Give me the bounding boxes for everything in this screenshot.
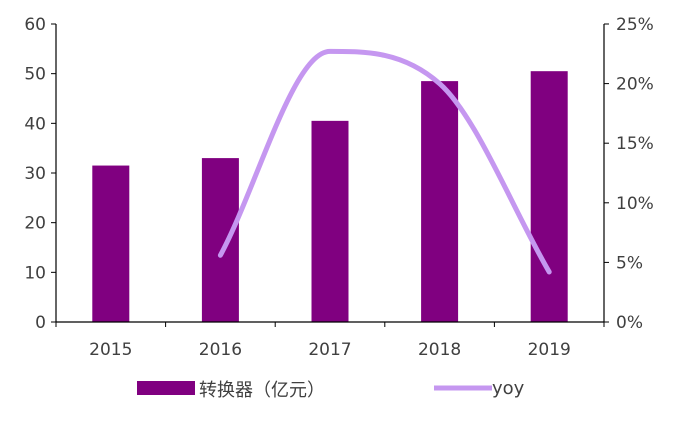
left-tick-label: 10 <box>24 263 46 283</box>
right-axis-ticks: 0% 5% 10% 15% 20% 25% <box>604 15 654 333</box>
x-tick-label: 2019 <box>528 340 571 360</box>
legend: 转换器（亿元） yoy <box>137 378 525 401</box>
right-tick-label: 5% <box>616 253 643 273</box>
legend-bar-swatch <box>137 381 195 395</box>
left-tick-label: 60 <box>24 15 46 35</box>
left-tick-label: 30 <box>24 164 46 184</box>
bar-2015 <box>92 165 130 322</box>
bar-2018 <box>421 81 459 322</box>
x-tick-label: 2017 <box>308 340 351 360</box>
left-axis-ticks: 0 10 20 30 40 50 60 <box>24 15 56 333</box>
left-tick-label: 0 <box>35 313 46 333</box>
right-tick-label: 0% <box>616 313 643 333</box>
left-tick-label: 40 <box>24 114 46 134</box>
left-tick-label: 20 <box>24 214 46 234</box>
right-tick-label: 25% <box>616 15 654 35</box>
bar-2016 <box>201 158 239 322</box>
bar-series <box>92 71 568 322</box>
bar-2019 <box>530 71 568 322</box>
right-tick-label: 10% <box>616 194 654 214</box>
bar-2017 <box>311 120 349 322</box>
legend-bar-label: 转换器（亿元） <box>199 380 325 401</box>
x-axis-ticks: 2015 2016 2017 2018 2019 <box>55 322 605 360</box>
right-tick-label: 15% <box>616 134 654 154</box>
x-tick-label: 2015 <box>89 340 132 360</box>
yoy-line <box>217 48 552 275</box>
right-tick-label: 20% <box>616 75 654 95</box>
legend-line-label: yoy <box>492 378 525 399</box>
x-tick-label: 2018 <box>418 340 461 360</box>
x-tick-label: 2016 <box>199 340 242 360</box>
left-tick-label: 50 <box>24 65 46 85</box>
